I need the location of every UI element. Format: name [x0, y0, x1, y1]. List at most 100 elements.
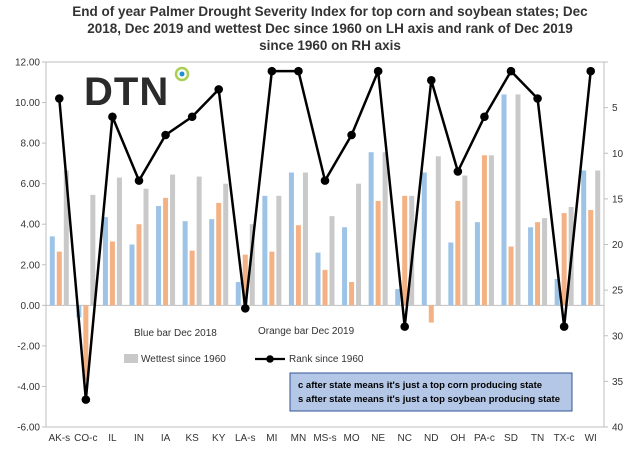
rank-point-il: [108, 112, 117, 122]
category-label: NE: [371, 433, 385, 444]
rank-point-nc: [400, 322, 410, 331]
bar-pa-c-s0: [474, 222, 480, 306]
category-label: TX-c: [554, 433, 575, 444]
left-tick-label: 4.00: [21, 220, 41, 231]
left-tick-label: 10.00: [15, 98, 40, 109]
category-label: CO-c: [74, 433, 97, 444]
legend: Wettest since 1960 Rank since 1960: [124, 354, 364, 365]
right-tick-label: 30: [612, 331, 624, 342]
left-tick-label: 8.00: [21, 139, 41, 150]
annotations: Blue bar Dec 2018 Orange bar Dec 2019: [134, 326, 355, 339]
right-tick-label: 40: [612, 423, 624, 434]
legend-label-rank: Rank since 1960: [289, 354, 364, 365]
logo-text: DTN: [84, 70, 169, 114]
category-label: IA: [161, 433, 171, 444]
category-label: LA-s: [235, 433, 256, 444]
bar-wi-s2: [595, 170, 601, 306]
bar-nc-s0: [395, 289, 401, 306]
rank-point-wi: [586, 66, 596, 76]
rank-point-ne: [373, 66, 383, 76]
bar-sd-s1: [508, 246, 514, 306]
title-line: since 1960 on RH axis: [259, 38, 401, 53]
bar-la-s-s1: [242, 254, 248, 306]
bar-ne-s1: [375, 200, 381, 306]
bar-ms-s-s2: [329, 216, 335, 306]
rank-point-mo: [347, 130, 356, 140]
rank-point-mi: [267, 66, 277, 76]
bar-nc-s1: [402, 195, 408, 306]
bar-pa-c-s2: [488, 155, 494, 306]
rank-point-ks: [187, 112, 197, 122]
bar-ks-s1: [189, 250, 195, 306]
rank-point-nd: [426, 75, 436, 85]
bar-pa-c-s1: [481, 155, 487, 306]
rank-point-pa-c: [480, 112, 489, 122]
right-tick-label: 25: [612, 286, 624, 297]
rank-point-oh: [453, 167, 463, 176]
bar-mi-s0: [262, 195, 268, 306]
bar-oh-s0: [448, 242, 454, 306]
category-label: AK-s: [48, 433, 70, 444]
left-tick-label: 2.00: [21, 260, 41, 271]
bar-in-s1: [136, 224, 142, 306]
bar-ia-s0: [156, 205, 162, 306]
right-tick-label: 35: [612, 377, 624, 388]
bar-ne-s0: [368, 152, 374, 306]
title-line: End of year Palmer Drought Severity Inde…: [72, 4, 588, 19]
category-label: PA-c: [474, 433, 495, 444]
bar-co-c-s2: [90, 194, 96, 306]
category-label: WI: [585, 433, 597, 444]
bar-mi-s1: [269, 251, 275, 306]
note-box: c after state means it's just a top corn…: [289, 372, 573, 412]
left-tick-label: 0.00: [21, 301, 41, 312]
right-tick-label: 15: [612, 194, 624, 205]
bar-ia-s2: [170, 174, 176, 306]
left-tick-label: -4.00: [17, 382, 40, 393]
rank-point-ia: [161, 130, 170, 140]
title-line: 2018, Dec 2019 and wettest Dec since 196…: [87, 21, 573, 36]
legend-label-wettest: Wettest since 1960: [141, 354, 226, 365]
axes: -6.00 -4.00 -2.00 0.00 2.00 4.00 6.00 8.00 10.00…: [15, 58, 624, 445]
category-label: SD: [504, 433, 518, 444]
category-label: MN: [291, 433, 307, 444]
bar-tn-s1: [535, 222, 541, 306]
bar-sd-s0: [501, 94, 507, 306]
bar-il-s0: [102, 217, 108, 306]
bar-ms-s-s0: [315, 252, 321, 306]
category-label: ND: [424, 433, 438, 444]
bar-la-s-s0: [235, 282, 241, 306]
left-tick-label: -6.00: [17, 423, 40, 434]
rank-point-mn: [294, 66, 303, 76]
bar-nd-s2: [435, 156, 441, 306]
bar-sd-s2: [515, 94, 521, 306]
legend-swatch-wettest: [124, 354, 138, 363]
note-line: c after state means it's just a top corn…: [298, 380, 542, 391]
bar-wi-s1: [588, 210, 594, 306]
bar-la-s-s2: [249, 224, 255, 306]
rank-point-ak-s: [54, 94, 64, 103]
bar-oh-s1: [455, 200, 461, 306]
note-line: s after state means it's just a top soyb…: [298, 394, 560, 405]
category-label: KY: [212, 433, 226, 444]
right-tick-label: 20: [612, 240, 624, 251]
category-label: TN: [531, 433, 544, 444]
bar-ky-s1: [216, 202, 222, 306]
category-label: IN: [134, 433, 144, 444]
bar-oh-s2: [462, 175, 468, 306]
bar-mn-s0: [288, 172, 294, 306]
category-label: KS: [185, 433, 199, 444]
bar-ia-s1: [163, 197, 169, 306]
bar-il-s2: [116, 177, 122, 306]
bar-mo-s2: [356, 183, 362, 306]
bar-ak-s-s0: [49, 236, 55, 306]
category-label: MI: [266, 433, 277, 444]
bar-tn-s2: [542, 218, 548, 306]
note-background: [289, 372, 573, 412]
bar-mo-s1: [349, 282, 355, 306]
dtn-logo: DTN: [84, 66, 190, 114]
bar-ne-s2: [382, 152, 388, 306]
bar-mi-s2: [276, 195, 282, 306]
category-label: IL: [108, 433, 117, 444]
rank-point-ms-s: [320, 176, 330, 185]
